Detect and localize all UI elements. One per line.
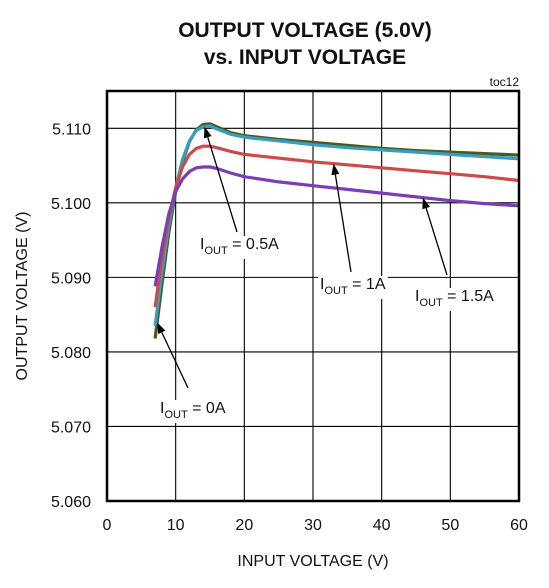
annotation-arrowhead	[331, 163, 340, 176]
series-lines	[153, 122, 520, 339]
y-tick-label: 5.110	[52, 121, 91, 138]
series-label-1: IOUT = 0.5A	[200, 236, 279, 257]
series-label-0: IOUT = 0A	[160, 400, 226, 421]
x-tick-labels: 0 10 20 30 40 50 60	[103, 517, 528, 534]
annotation-arrowhead	[203, 126, 212, 139]
chart-title-line2: vs. INPUT VOLTAGE	[204, 46, 406, 69]
annotation-leader	[207, 136, 238, 233]
y-tick-labels: 5.060 5.070 5.080 5.090 5.100 5.110	[51, 121, 91, 511]
y-tick-label: 5.100	[51, 196, 91, 213]
x-tick-label: 50	[441, 517, 459, 534]
annotation-arrowhead	[422, 197, 430, 210]
y-tick-label: 5.080	[51, 345, 91, 362]
x-tick-label: 30	[304, 517, 322, 534]
annotation-leader	[425, 207, 448, 276]
figure-code: toc12	[490, 75, 520, 89]
y-tick-label: 5.090	[51, 270, 91, 287]
annotation-arrowhead	[157, 322, 166, 335]
x-tick-label: 60	[510, 517, 528, 534]
series-label-background	[413, 288, 497, 311]
series-label-3: IOUT = 1.5A	[415, 288, 494, 309]
x-tick-label: 0	[103, 517, 112, 534]
y-tick-label: 5.070	[51, 419, 91, 436]
chart-title-line1: OUTPUT VOLTAGE (5.0V)	[178, 19, 432, 42]
plot-frame	[105, 89, 521, 503]
x-tick-label: 20	[235, 517, 253, 534]
annotation-leader	[334, 174, 352, 273]
x-tick-label: 40	[373, 517, 391, 534]
x-tick-label: 10	[167, 517, 185, 534]
series-annotations: IOUT = 0A IOUT = 0.5A IOUT = 1A IOUT = 1.5A	[157, 126, 497, 423]
annotation-leader	[161, 332, 189, 389]
y-tick-label: 5.060	[51, 494, 91, 511]
series-label-2: IOUT = 1A	[320, 276, 386, 297]
series-label-background	[198, 236, 282, 259]
x-axis-label: INPUT VOLTAGE (V)	[237, 553, 388, 570]
series-line-3	[153, 165, 520, 287]
series-label-background	[158, 400, 228, 423]
series-label-background	[318, 276, 388, 299]
y-axis-label: OUTPUT VOLTAGE (V)	[14, 212, 31, 381]
series-line-2	[153, 144, 520, 308]
